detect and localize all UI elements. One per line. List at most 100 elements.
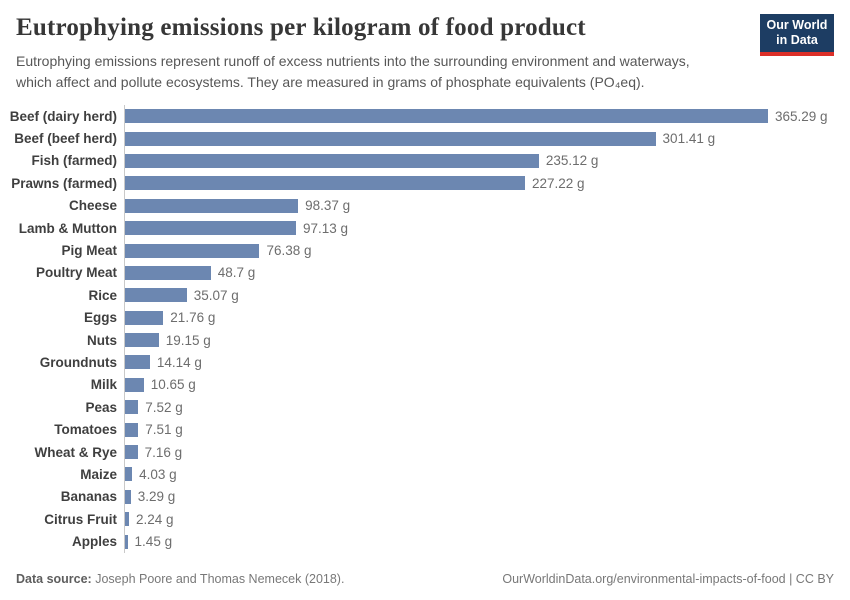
category-label: Fish (farmed) [31,153,117,169]
category-label: Wheat & Rye [34,444,117,460]
bar[interactable] [125,512,129,527]
category-label: Tomatoes [54,422,117,438]
value-label: 76.38 g [266,243,312,259]
category-label: Cheese [68,198,117,214]
data-source: Data source: Joseph Poore and Thomas Nem… [16,572,344,586]
bar-row: Rice 35.07 g [0,284,850,307]
bar[interactable] [125,333,159,348]
data-source-text: Joseph Poore and Thomas Nemecek (2018). [95,572,345,586]
value-label: 4.03 g [139,466,177,482]
plot-area: 7.52 g [124,396,850,419]
bar-row: Apples 1.45 g [0,530,850,553]
bar[interactable] [125,489,131,504]
plot-area: 21.76 g [124,306,850,329]
bar[interactable] [125,243,260,258]
bar-row: Peas 7.52 g [0,396,850,419]
data-source-label: Data source: [16,572,92,586]
plot-area: 4.03 g [124,463,850,486]
header-text: Eutrophying emissions per kilogram of fo… [16,12,690,93]
page-title: Eutrophying emissions per kilogram of fo… [16,14,586,41]
bar-row: Lamb & Mutton 97.13 g [0,216,850,240]
bar-row: Cheese 98.37 g [0,194,850,217]
category-label: Rice [88,287,117,303]
plot-area: 3.29 g [124,485,850,509]
plot-area: 76.38 g [124,239,850,262]
category-label: Beef (dairy herd) [9,108,117,124]
bar[interactable] [125,445,138,460]
bar-row: Eggs 21.76 g [0,306,850,329]
value-label: 35.07 g [193,287,239,303]
bar[interactable] [125,355,150,370]
plot-area: 98.37 g [124,194,850,217]
category-label: Citrus Fruit [44,511,117,527]
bar-row: Tomatoes 7.51 g [0,418,850,441]
owid-logo-line2: in Data [776,33,818,47]
bar[interactable] [125,288,187,303]
footer-credit-link[interactable]: OurWorldinData.org/environmental-impacts… [502,572,834,586]
value-label: 365.29 g [775,108,828,124]
bar-row: Nuts 19.15 g [0,328,850,352]
value-label: 1.45 g [134,534,173,550]
bar[interactable] [125,265,211,280]
category-label: Eggs [83,310,117,326]
value-label: 14.14 g [156,354,202,370]
category-label: Maize [80,466,117,482]
bar-row: Prawns (farmed) 227.22 g [0,172,850,195]
value-label: 19.15 g [165,332,211,348]
bar-row: Bananas 3.29 g [0,485,850,509]
bar[interactable] [125,377,144,392]
bar-row: Citrus Fruit 2.24 g [0,508,850,531]
owid-logo[interactable]: Our World in Data [760,14,834,56]
chart-subtitle-line2: which affect and pollute ecosystems. The… [16,74,645,90]
bar-row: Beef (dairy herd) 365.29 g [0,105,850,128]
plot-area: 235.12 g [124,149,850,173]
plot-area: 2.24 g [124,508,850,531]
value-label: 235.12 g [545,153,599,169]
value-label: 7.16 g [144,444,183,460]
value-label: 7.51 g [145,422,183,438]
category-label: Peas [85,399,117,415]
value-label: 3.29 g [137,489,176,505]
bar[interactable] [125,422,139,437]
bar-row: Beef (beef herd) 301.41 g [0,127,850,150]
plot-area: 35.07 g [124,284,850,307]
value-label: 301.41 g [662,131,716,147]
bar[interactable] [125,109,768,124]
bar-row: Groundnuts 14.14 g [0,351,850,374]
category-label: Groundnuts [39,354,117,370]
bar[interactable] [125,221,296,236]
plot-area: 7.16 g [124,440,850,464]
bar-row: Wheat & Rye 7.16 g [0,440,850,464]
bar-row: Milk 10.65 g [0,373,850,397]
value-label: 98.37 g [305,198,351,214]
bar[interactable] [125,176,525,191]
bar[interactable] [125,310,164,325]
category-label: Lamb & Mutton [18,220,117,236]
plot-area: 19.15 g [124,328,850,352]
bar[interactable] [125,131,656,146]
plot-area: 10.65 g [124,373,850,397]
bar[interactable] [125,153,539,168]
category-label: Poultry Meat [35,265,117,281]
bar-row: Pig Meat 76.38 g [0,239,850,262]
bar[interactable] [125,467,133,482]
category-label: Milk [90,377,117,393]
plot-area: 7.51 g [124,418,850,441]
chart-header: Eutrophying emissions per kilogram of fo… [0,0,850,93]
value-label: 227.22 g [531,175,585,191]
chart-subtitle: Eutrophying emissions represent runoff o… [16,51,690,93]
chart-subtitle-line1: Eutrophying emissions represent runoff o… [16,53,690,69]
bar-row: Maize 4.03 g [0,463,850,486]
bar[interactable] [125,198,299,213]
plot-area: 301.41 g [124,127,850,150]
chart-footer: Data source: Joseph Poore and Thomas Nem… [0,572,850,600]
category-label: Apples [71,534,117,550]
bar-row: Fish (farmed) 235.12 g [0,149,850,173]
bar[interactable] [125,534,128,549]
bar-chart: Beef (dairy herd) 365.29 g Beef (beef herd… [0,105,850,553]
bar-row: Poultry Meat 48.7 g [0,261,850,285]
bar[interactable] [125,400,139,415]
value-label: 10.65 g [150,377,196,393]
category-label: Bananas [60,489,117,505]
